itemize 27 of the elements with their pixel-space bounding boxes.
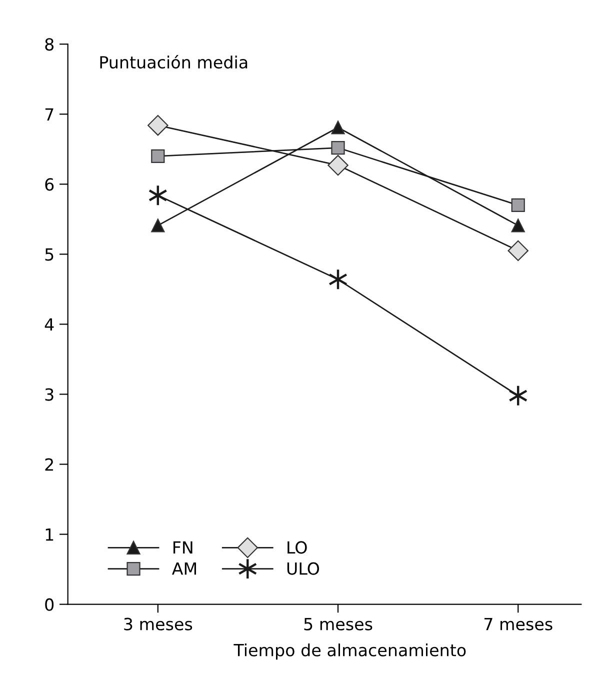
y-tick-label: 6	[45, 178, 54, 191]
point	[148, 114, 168, 136]
legend-label: AM	[172, 562, 196, 575]
y-tick-label: 1	[46, 528, 54, 541]
y-tick-label: 7	[45, 108, 54, 120]
y-tick-label: 3	[45, 388, 54, 401]
y-tick-label: 2	[45, 458, 53, 471]
legend-label: FN	[173, 541, 192, 554]
legend-label: ULO	[287, 562, 320, 575]
point	[511, 218, 525, 232]
point	[151, 149, 165, 163]
y-tick-label: 8	[45, 38, 54, 51]
y-axis-title: Puntuación media	[100, 55, 248, 69]
point	[331, 120, 345, 134]
y-tick-label: 5	[45, 248, 54, 261]
x-tick-label: 5 meses	[304, 618, 372, 630]
y-tick-label: 4	[44, 318, 54, 331]
point	[331, 140, 345, 155]
point	[328, 154, 348, 176]
x-axis-title: Tiempo de almacenamiento	[234, 644, 466, 660]
point	[151, 218, 165, 232]
y-tick-label: 0	[45, 598, 54, 611]
x-tick-label: 3 meses	[124, 618, 192, 630]
x-tick-label: 7 meses	[484, 618, 552, 630]
legend-label: LO	[288, 541, 307, 554]
point	[508, 240, 528, 262]
point	[511, 198, 525, 212]
